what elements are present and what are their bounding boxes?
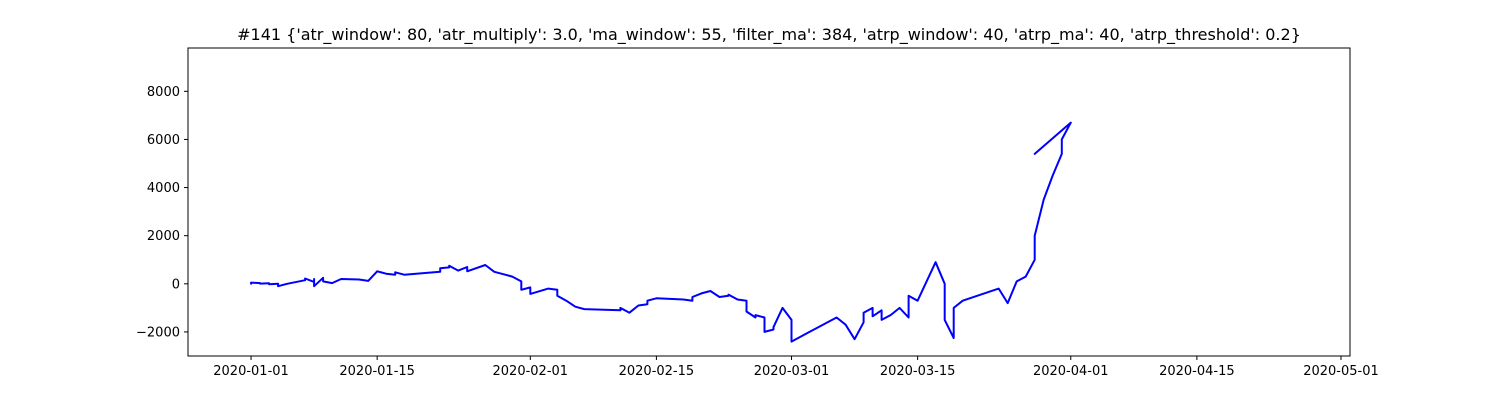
x-tick-label: 2020-03-15: [880, 364, 956, 379]
x-tick-label: 2020-04-15: [1159, 364, 1235, 379]
y-tick-label: 8000: [147, 85, 180, 100]
series-line: [250, 121, 1072, 343]
x-tick-label: 2020-05-01: [1303, 364, 1379, 379]
x-tick-label: 2020-02-15: [619, 364, 695, 379]
y-tick-label: 6000: [147, 133, 180, 148]
axes-frame: [187, 47, 1351, 357]
x-tick-label: 2020-01-01: [213, 364, 289, 379]
y-tick-label: −2000: [136, 325, 180, 340]
x-tick-label: 2020-02-01: [493, 364, 569, 379]
y-tick-label: 4000: [147, 181, 180, 196]
x-tick-label: 2020-03-01: [754, 364, 830, 379]
x-tick-label: 2020-01-15: [339, 364, 415, 379]
y-axis: −2000 0 2000 4000 6000 8000: [136, 85, 188, 340]
x-axis: 2020-01-01 2020-01-15 2020-02-01 2020-02-15…: [213, 356, 1379, 379]
y-tick-label: 2000: [147, 229, 180, 244]
x-tick-label: 2020-04-01: [1033, 364, 1109, 379]
chart-title: #141 {'atr_window': 80, 'atr_multiply': …: [237, 25, 1301, 45]
plot-area: [250, 121, 1072, 343]
y-tick-label: 0: [172, 277, 180, 292]
